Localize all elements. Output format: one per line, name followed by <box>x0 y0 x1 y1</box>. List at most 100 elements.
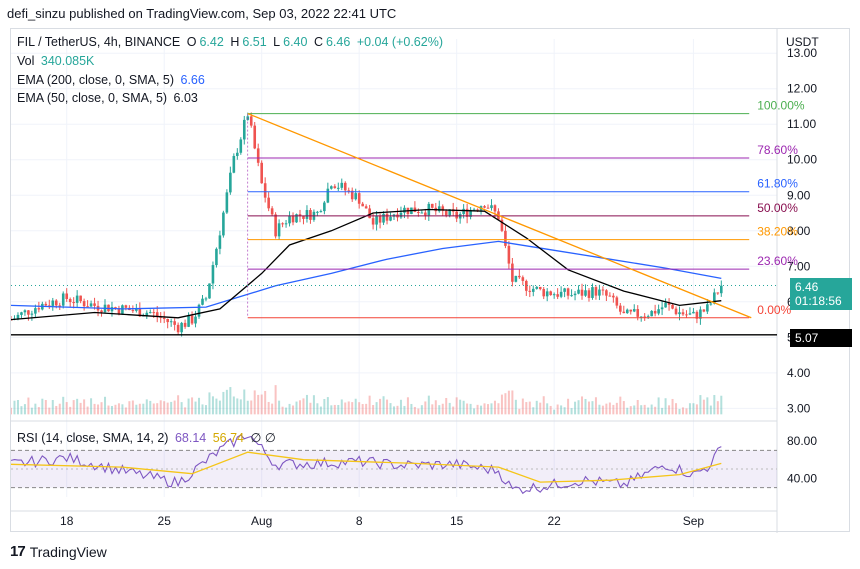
volume-bar <box>615 402 618 415</box>
candle-body <box>525 280 528 291</box>
candle-body <box>639 316 643 318</box>
volume-bar <box>298 400 301 415</box>
volume-bar <box>462 400 465 415</box>
candle-body <box>187 315 190 327</box>
candle-body <box>692 311 695 314</box>
candle-body <box>305 210 309 219</box>
candle-body <box>646 316 650 318</box>
candle-body <box>298 214 302 217</box>
y-tick-label: 13.00 <box>787 46 817 60</box>
candle-body <box>403 207 406 213</box>
volume-bar <box>229 387 232 415</box>
volume-bar <box>145 399 148 415</box>
candle-body <box>594 287 598 296</box>
volume-bar <box>239 399 242 415</box>
candle-body <box>343 182 347 191</box>
candle-body <box>37 308 41 310</box>
fib-level-label: 0.00% <box>757 303 791 317</box>
candle-body <box>253 125 257 149</box>
volume-bar <box>271 403 274 415</box>
candle-body <box>211 265 215 284</box>
volume-bar <box>191 397 194 415</box>
candle-body <box>424 212 427 216</box>
volume-bar <box>194 401 197 415</box>
candle-body <box>528 290 532 292</box>
volume-bar <box>264 390 267 415</box>
volume-bar <box>643 404 646 415</box>
volume-bar <box>626 407 629 415</box>
volume-bar <box>285 407 288 415</box>
volume-bar <box>79 402 82 415</box>
volume-bar <box>86 406 89 415</box>
volume-bar <box>288 403 291 415</box>
candle-body <box>284 223 288 225</box>
candle-body <box>713 292 716 304</box>
volume-bar <box>51 400 54 415</box>
chart-canvas[interactable]: 3.004.005.006.007.008.009.0010.0011.0012… <box>11 29 851 533</box>
fib-level-label: 100.00% <box>757 99 805 113</box>
y-tick-label: 12.00 <box>787 82 817 96</box>
volume-bar <box>337 404 340 415</box>
candle-body <box>500 219 504 231</box>
volume-bar <box>594 397 597 415</box>
volume-bar <box>386 399 389 415</box>
fib-level-label: 50.00% <box>757 201 798 215</box>
candle-body <box>361 203 364 207</box>
candle-body <box>685 314 688 316</box>
volume-bar <box>90 398 93 415</box>
volume-bar <box>702 399 705 415</box>
candle-body <box>601 289 605 291</box>
volume-bar <box>83 399 86 415</box>
volume-bar <box>48 407 51 415</box>
volume-bar <box>156 403 159 415</box>
candle-body <box>148 312 152 314</box>
candle-body <box>350 190 354 200</box>
chart-frame[interactable]: 3.004.005.006.007.008.009.0010.0011.0012… <box>10 28 852 533</box>
publish-caption: defi_sinzu published on TradingView.com,… <box>7 6 397 21</box>
candle-body <box>65 293 69 300</box>
candle-body <box>20 312 23 315</box>
candle-body <box>437 206 441 212</box>
volume-bar <box>65 402 68 415</box>
volume-bar <box>619 396 622 415</box>
candle-body <box>636 309 640 317</box>
candle-body <box>82 301 86 307</box>
x-tick-label: 18 <box>60 514 74 528</box>
volume-bar <box>713 395 716 415</box>
candle-body <box>44 303 48 306</box>
volume-bar <box>709 405 712 415</box>
candle-body <box>389 216 392 221</box>
volume-bar <box>319 406 322 415</box>
candle-body <box>51 300 55 306</box>
volume-bar <box>389 403 392 415</box>
candle-body <box>229 172 232 193</box>
candle-body <box>316 211 319 213</box>
candle-body <box>260 162 263 184</box>
volume-bar <box>372 405 375 415</box>
candle-body <box>323 202 326 212</box>
candle-body <box>357 193 361 204</box>
candle-body <box>72 302 75 304</box>
candle-body <box>538 286 542 290</box>
candle-body <box>215 248 218 266</box>
volume-bar <box>716 401 719 415</box>
volume-bar <box>410 403 413 415</box>
x-tick-label: 25 <box>158 514 172 528</box>
candle-body <box>507 245 511 264</box>
candle-body <box>476 209 479 211</box>
candle-body <box>68 299 72 303</box>
candle-body <box>549 291 552 296</box>
volume-bar <box>260 394 263 415</box>
tradingview-logo[interactable]: 17 TradingView <box>10 543 107 560</box>
volume-bar <box>104 396 107 415</box>
fib-level-label: 23.60% <box>757 254 798 268</box>
candle-body <box>86 306 89 308</box>
volume-bar <box>358 402 361 415</box>
candle-body <box>89 303 93 307</box>
candle-body <box>465 208 469 217</box>
volume-bar <box>427 395 430 415</box>
descending-trendline[interactable] <box>247 112 752 319</box>
ema50-legend: EMA (50, close, 0, SMA, 5) 6.03 <box>17 91 201 105</box>
low-label: L <box>273 35 281 49</box>
candle-body <box>173 321 176 325</box>
